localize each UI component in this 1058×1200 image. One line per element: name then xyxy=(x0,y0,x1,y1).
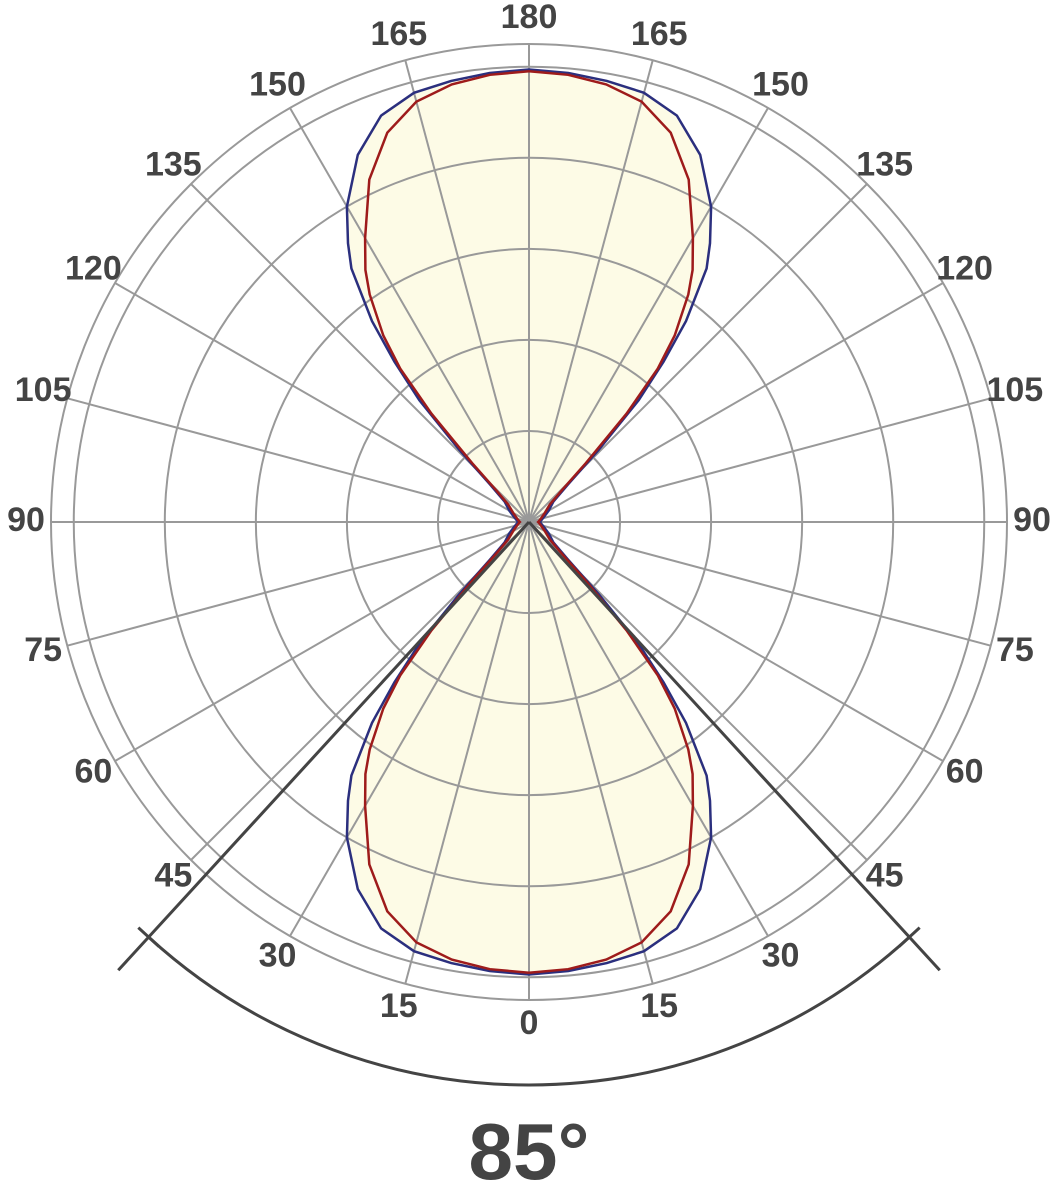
grid-spoke xyxy=(528,397,991,523)
intensity-curve xyxy=(345,68,530,976)
theta-tick-label: 120 xyxy=(936,249,993,287)
theta-tick-label: 165 xyxy=(631,15,688,53)
theta-tick-label: 105 xyxy=(15,371,72,409)
grid-spoke xyxy=(528,60,654,523)
theta-tick-label: 90 xyxy=(1013,501,1051,539)
grid-spoke xyxy=(67,397,530,523)
grid-spoke xyxy=(528,521,944,762)
theta-tick-label: 60 xyxy=(946,752,984,790)
theta-tick-label: 165 xyxy=(370,15,427,53)
beam-arc-tick xyxy=(137,926,160,948)
grid-spoke xyxy=(67,521,530,647)
theta-tick-label: 150 xyxy=(752,65,809,103)
axis-circle xyxy=(50,43,1008,1001)
grid-spoke xyxy=(528,521,991,647)
beam-line xyxy=(117,520,531,972)
beam-arc xyxy=(147,935,911,1087)
theta-tick-label: 45 xyxy=(154,857,192,895)
theta-tick-label: 15 xyxy=(640,987,678,1025)
grid-spoke xyxy=(528,107,769,523)
grid-spoke xyxy=(289,521,530,937)
theta-tick-label: 45 xyxy=(866,857,904,895)
theta-tick-label: 135 xyxy=(145,145,202,183)
intensity-curve xyxy=(528,68,713,976)
theta-tick-label: 120 xyxy=(65,249,122,287)
beam-line xyxy=(527,520,941,972)
intensity-curve xyxy=(528,70,695,974)
theta-tick-label: 60 xyxy=(74,752,112,790)
theta-tick-label: 75 xyxy=(24,631,62,669)
theta-tick-label: 150 xyxy=(249,65,306,103)
grid-spoke xyxy=(528,282,944,523)
theta-tick-label: 135 xyxy=(856,145,913,183)
grid-spoke xyxy=(114,282,530,523)
grid-spoke xyxy=(289,107,530,523)
grid-spoke xyxy=(404,60,530,523)
theta-tick-label: 105 xyxy=(986,371,1043,409)
grid-spoke xyxy=(404,521,530,984)
chart-title: 85° xyxy=(469,1107,590,1196)
grid-spoke xyxy=(528,521,769,937)
intensity-curve xyxy=(363,70,530,974)
theta-tick-label: 0 xyxy=(520,1004,539,1042)
theta-tick-label: 30 xyxy=(259,937,297,975)
theta-tick-label: 180 xyxy=(501,0,558,36)
grid-spoke xyxy=(528,521,654,984)
theta-tick-label: 30 xyxy=(762,937,800,975)
theta-tick-label: 90 xyxy=(7,501,45,539)
theta-tick-label: 15 xyxy=(380,987,418,1025)
beam-arc-tick xyxy=(898,926,921,948)
grid-spoke xyxy=(114,521,530,762)
theta-tick-label: 75 xyxy=(996,631,1034,669)
